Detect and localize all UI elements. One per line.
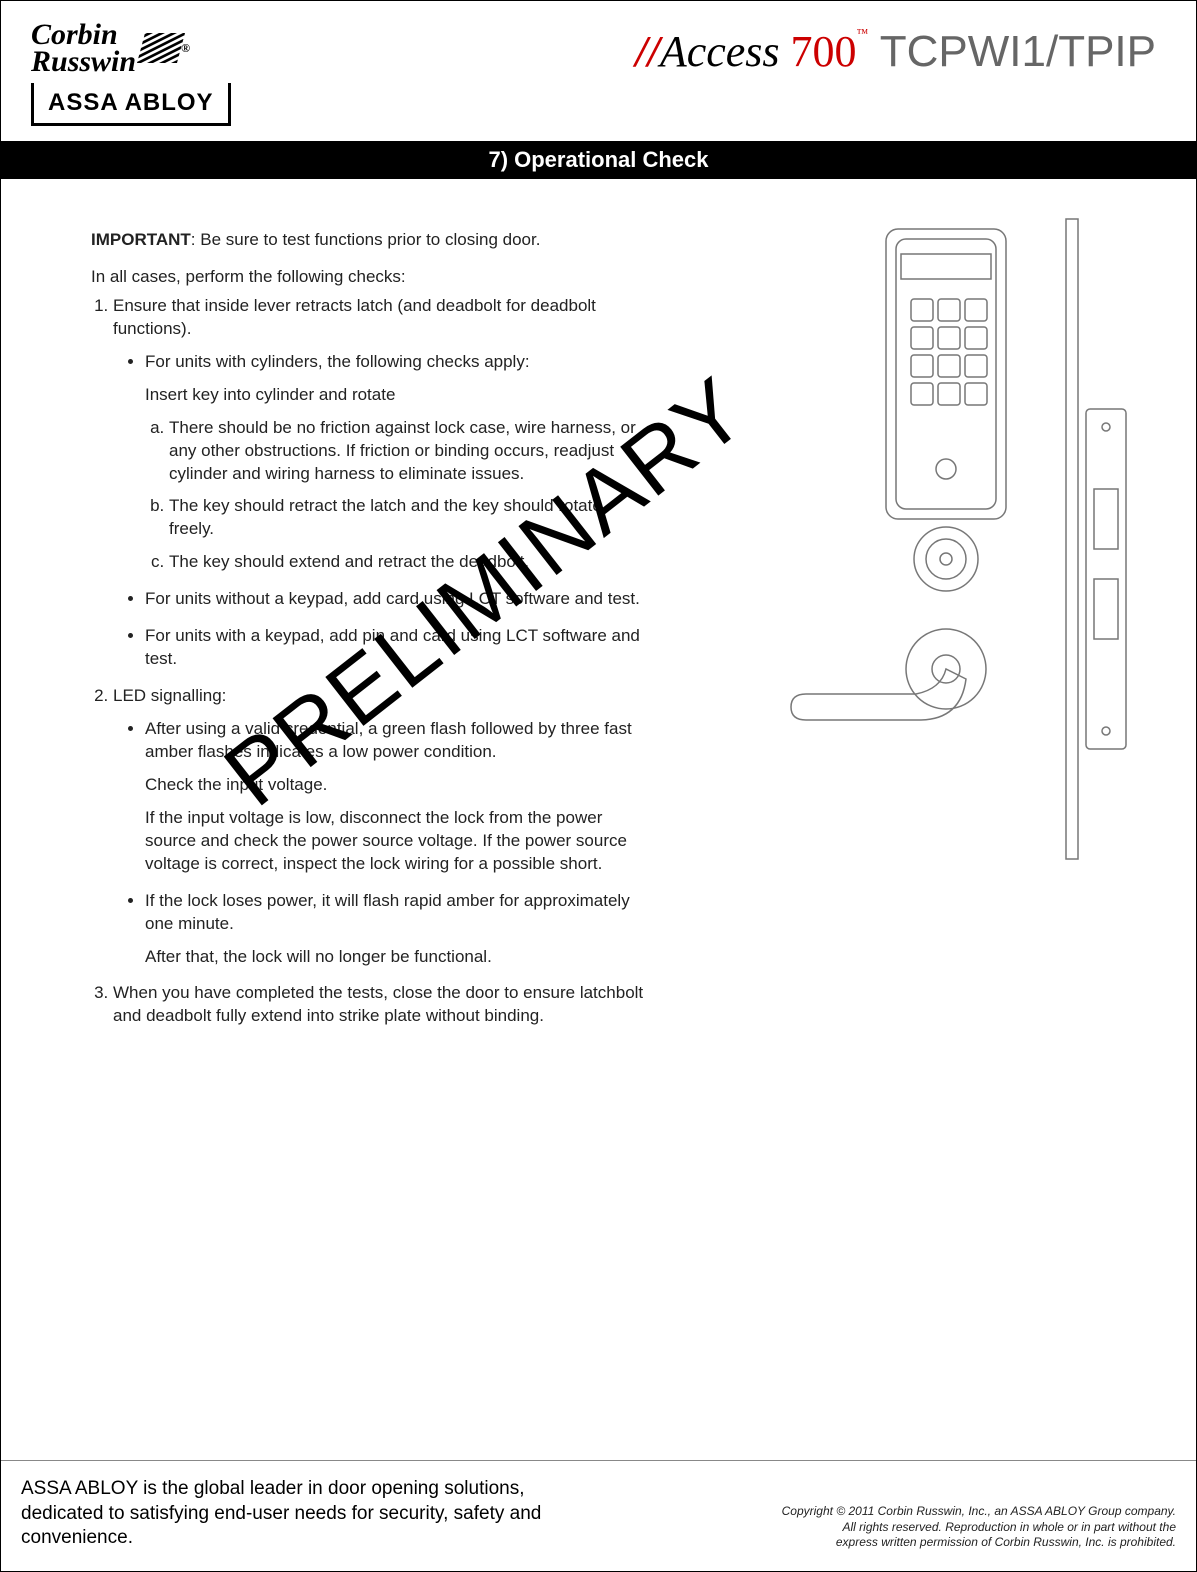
copyright-line-3: express written permission of Corbin Rus…: [782, 1535, 1176, 1551]
step-2-b2-p1: After that, the lock will no longer be f…: [145, 946, 651, 969]
step-1-bullet-1: For units with cylinders, the following …: [145, 351, 651, 575]
main-steps-list: Ensure that inside lever retracts latch …: [91, 295, 651, 1028]
step-1-b1-text: For units with cylinders, the following …: [145, 352, 530, 371]
step-1-alpha-b: The key should retract the latch and the…: [169, 495, 651, 541]
copyright-line-1: Copyright © 2011 Corbin Russwin, Inc., a…: [782, 1504, 1176, 1520]
step-1-alpha-list: There should be no friction against lock…: [145, 417, 651, 575]
step-1-bullet-3: For units with a keypad, add pin and car…: [145, 625, 651, 671]
step-2-text: LED signalling:: [113, 686, 226, 705]
lock-diagram-icon: [766, 209, 1146, 869]
step-2-bullet-2: If the lock loses power, it will flash r…: [145, 890, 651, 969]
copyright-line-2: All rights reserved. Reproduction in who…: [782, 1520, 1176, 1536]
step-1: Ensure that inside lever retracts latch …: [113, 295, 651, 671]
assa-abloy-logo: ASSA ABLOY: [31, 83, 231, 126]
access-slash-icon: //: [635, 27, 659, 76]
page-header: Corbin Russwin ® ASSA ABLOY //Access 700…: [1, 1, 1196, 126]
title-model: TCPWI1/TPIP: [868, 27, 1156, 76]
footer-tagline: ASSA ABLOY is the global leader in door …: [21, 1477, 581, 1551]
important-notice: IMPORTANT: Be sure to test functions pri…: [91, 229, 651, 252]
step-2-bullets: After using a valid credential, a green …: [113, 718, 651, 968]
logo-stripes-icon: [137, 33, 185, 63]
trademark: ™: [857, 26, 869, 40]
step-2-bullet-1: After using a valid credential, a green …: [145, 718, 651, 876]
title-access: Access: [660, 27, 780, 76]
brand-line2: Russwin: [31, 45, 136, 78]
step-1-b1-sub: Insert key into cylinder and rotate: [145, 384, 651, 407]
figure-column: [651, 229, 1166, 1042]
step-2-b1-text: After using a valid credential, a green …: [145, 719, 632, 761]
step-2: LED signalling: After using a valid cred…: [113, 685, 651, 968]
step-1-bullets: For units with cylinders, the following …: [113, 351, 651, 671]
footer-copyright: Copyright © 2011 Corbin Russwin, Inc., a…: [782, 1504, 1176, 1551]
step-1-alpha-a: There should be no friction against lock…: [169, 417, 651, 486]
step-2-b1-p1: Check the input voltage.: [145, 774, 651, 797]
step-1-bullet-2: For units without a keypad, add card usi…: [145, 588, 651, 611]
registered-mark: ®: [181, 43, 190, 54]
step-2-b2-text: If the lock loses power, it will flash r…: [145, 891, 630, 933]
main-content: IMPORTANT: Be sure to test functions pri…: [1, 179, 1196, 1042]
document-title: //Access 700™ TCPWI1/TPIP: [231, 21, 1176, 77]
page-footer: ASSA ABLOY is the global leader in door …: [1, 1460, 1196, 1571]
corbin-russwin-logo: Corbin Russwin ®: [31, 21, 190, 75]
step-2-b1-p2: If the input voltage is low, disconnect …: [145, 807, 651, 876]
important-label: IMPORTANT: [91, 230, 191, 249]
instruction-text-column: IMPORTANT: Be sure to test functions pri…: [91, 229, 651, 1042]
step-1-text: Ensure that inside lever retracts latch …: [113, 296, 596, 338]
step-1-alpha-c: The key should extend and retract the de…: [169, 551, 651, 574]
brand-logo-block: Corbin Russwin ® ASSA ABLOY: [31, 21, 231, 126]
title-number: 700: [791, 27, 857, 76]
step-3: When you have completed the tests, close…: [113, 982, 651, 1028]
intro-text: In all cases, perform the following chec…: [91, 266, 651, 289]
important-text: : Be sure to test functions prior to clo…: [191, 230, 541, 249]
section-heading-bar: 7) Operational Check: [1, 141, 1196, 179]
